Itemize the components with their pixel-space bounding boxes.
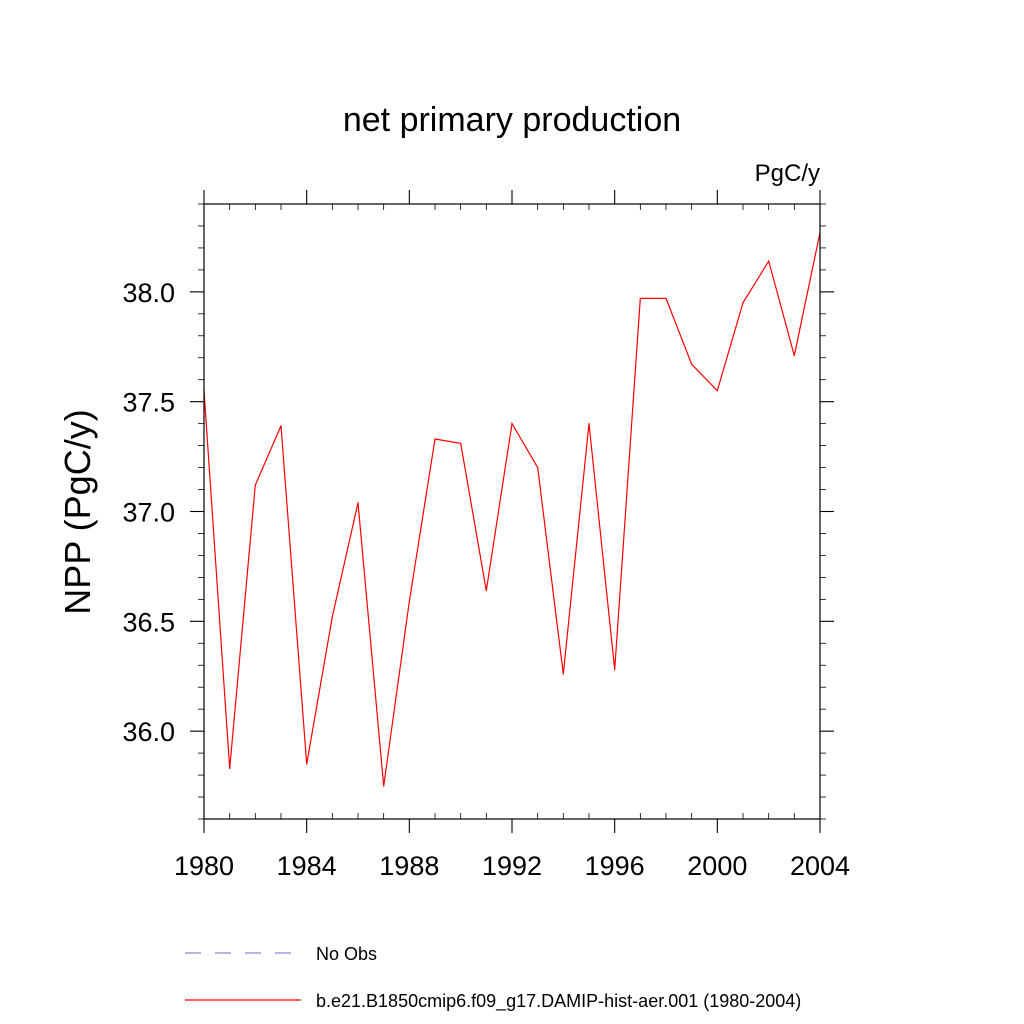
series-layer [203, 231, 821, 787]
y-tick-label: 37.0 [122, 498, 175, 528]
legend: No Obs b.e21.B1850cmip6.f09_g17.DAMIP-hi… [185, 944, 801, 1012]
minor-ticks [198, 203, 826, 820]
y-tick-label: 38.0 [122, 278, 175, 308]
data-point [537, 466, 539, 469]
x-tick-label: 2000 [687, 851, 747, 881]
chart-title: net primary production [343, 101, 681, 139]
data-point [434, 438, 436, 440]
x-tick-label: 1992 [482, 851, 542, 881]
major-ticks [190, 190, 834, 833]
data-point [460, 442, 462, 445]
legend-label-model: b.e21.B1850cmip6.f09_g17.DAMIP-hist-aer.… [316, 991, 801, 1012]
x-tick-label: 1984 [277, 851, 337, 881]
x-tick-label: 2004 [790, 851, 850, 881]
data-point [254, 484, 256, 486]
data-point [511, 423, 513, 425]
data-point [562, 673, 564, 675]
data-point [768, 260, 770, 262]
data-point [742, 302, 744, 304]
legend-label-no-obs: No Obs [316, 944, 377, 964]
y-axis-label: NPP (PgC/y) [57, 409, 98, 614]
data-point [665, 297, 667, 300]
x-tick-label: 1980 [174, 851, 234, 881]
data-point [793, 354, 795, 357]
data-point [485, 589, 487, 592]
data-point [229, 767, 231, 770]
data-point [691, 363, 693, 365]
data-point [588, 423, 590, 425]
data-point [614, 669, 616, 671]
series-line [203, 232, 821, 787]
y-tick-label: 36.5 [122, 607, 175, 637]
data-point [408, 600, 410, 603]
data-point [306, 763, 308, 765]
plot-frame [203, 203, 821, 820]
data-point [357, 502, 359, 504]
data-point [383, 785, 385, 787]
x-tick-label: 1988 [379, 851, 439, 881]
data-point [716, 390, 718, 392]
data-point [280, 425, 282, 427]
units-label: PgC/y [755, 160, 820, 187]
y-tick-label: 36.0 [122, 717, 175, 747]
y-tick-label: 37.5 [122, 388, 175, 418]
data-point [331, 616, 333, 618]
x-tick-label: 1996 [585, 851, 645, 881]
data-point [639, 297, 641, 300]
tick-labels: 1980 1984 1988 1992 1996 2000 2004 36.0 36.5 37.0… [122, 278, 850, 881]
